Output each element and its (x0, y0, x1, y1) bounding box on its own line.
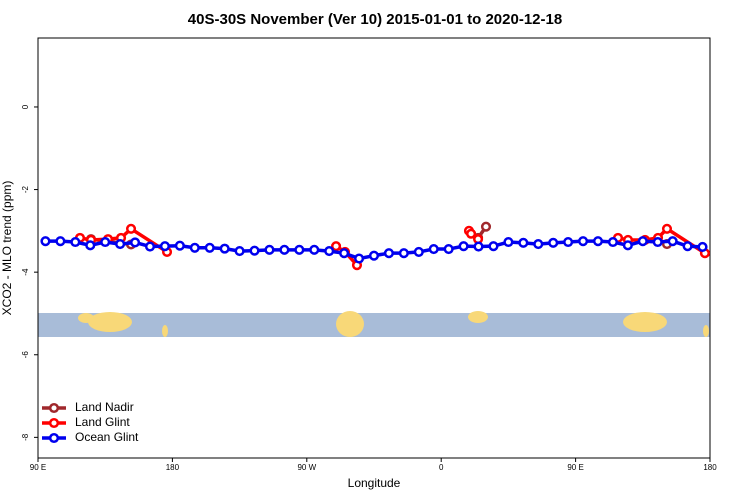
data-point (458, 241, 469, 252)
land-australia-2 (623, 312, 667, 332)
data-point (466, 228, 477, 239)
data-point (55, 236, 66, 247)
x-tick-label: 180 (166, 463, 180, 472)
y-tick-label: -8 (21, 433, 30, 441)
data-point (622, 240, 633, 251)
data-point (592, 236, 604, 247)
land-south-america (336, 311, 364, 337)
legend-marker (48, 432, 60, 444)
data-point (339, 248, 350, 259)
data-point (488, 241, 499, 252)
data-point (85, 240, 96, 251)
data-point (480, 221, 492, 232)
data-point (578, 236, 589, 247)
data-point (294, 244, 305, 255)
data-point (661, 223, 673, 234)
data-point (144, 241, 156, 252)
data-point (682, 241, 693, 252)
data-point (428, 243, 439, 255)
data-point (159, 241, 170, 252)
data-point (70, 236, 81, 248)
y-tick-label: -6 (21, 351, 30, 359)
data-point (309, 244, 320, 255)
data-point (324, 246, 335, 257)
x-tick-label: 0 (439, 463, 444, 472)
map-strip (38, 311, 710, 337)
data-point (174, 240, 185, 251)
y-tick-label: -2 (21, 185, 30, 193)
data-point (219, 243, 230, 254)
data-point (130, 237, 141, 248)
data-point (503, 236, 514, 248)
land-australia-west (78, 313, 94, 323)
data-point (652, 236, 663, 248)
data-point (398, 248, 409, 259)
land-nz-2 (703, 325, 709, 337)
legend-label: Ocean Glint (75, 430, 139, 444)
data-point (40, 236, 51, 247)
data-point (443, 243, 454, 255)
data-point (264, 244, 275, 255)
x-tick-label: 90 W (297, 463, 316, 472)
data-point (125, 223, 137, 234)
data-point (204, 242, 215, 253)
data-point (607, 236, 618, 248)
data-point (383, 248, 394, 259)
data-point (473, 241, 484, 252)
y-axis-label: XCO2 - MLO trend (ppm) (0, 181, 14, 316)
data-point (518, 237, 529, 248)
legend-marker (48, 417, 60, 429)
data-point (697, 241, 708, 253)
data-point (234, 246, 245, 257)
data-point (413, 246, 424, 257)
y-tick-label: -4 (21, 268, 30, 276)
ocean-band (38, 313, 710, 337)
x-tick-label: 90 E (30, 463, 46, 472)
y-tick-label: 0 (21, 104, 30, 109)
chart-title: 40S-30S November (Ver 10) 2015-01-01 to … (188, 11, 562, 28)
legend-label: Land Glint (75, 415, 130, 429)
data-point (331, 241, 342, 252)
data-point (189, 242, 200, 253)
data-point (533, 239, 544, 250)
data-point (279, 244, 290, 255)
legend-label: Land Nadir (75, 400, 134, 414)
legend-marker (48, 402, 60, 414)
data-point (548, 237, 559, 248)
plot-frame (37, 37, 711, 459)
data-point (354, 253, 365, 264)
data-point (368, 250, 380, 261)
land-africa (468, 311, 488, 323)
data-point (563, 236, 574, 248)
x-tick-label: 90 E (567, 463, 583, 472)
land-nz (162, 325, 168, 337)
land-australia (88, 312, 132, 332)
data-point (667, 236, 678, 247)
data-point (637, 236, 648, 247)
x-tick-label: 180 (703, 463, 717, 472)
data-point (249, 245, 260, 256)
data-point (115, 239, 126, 250)
data-point (100, 236, 111, 248)
x-axis-label: Longitude (348, 476, 401, 490)
